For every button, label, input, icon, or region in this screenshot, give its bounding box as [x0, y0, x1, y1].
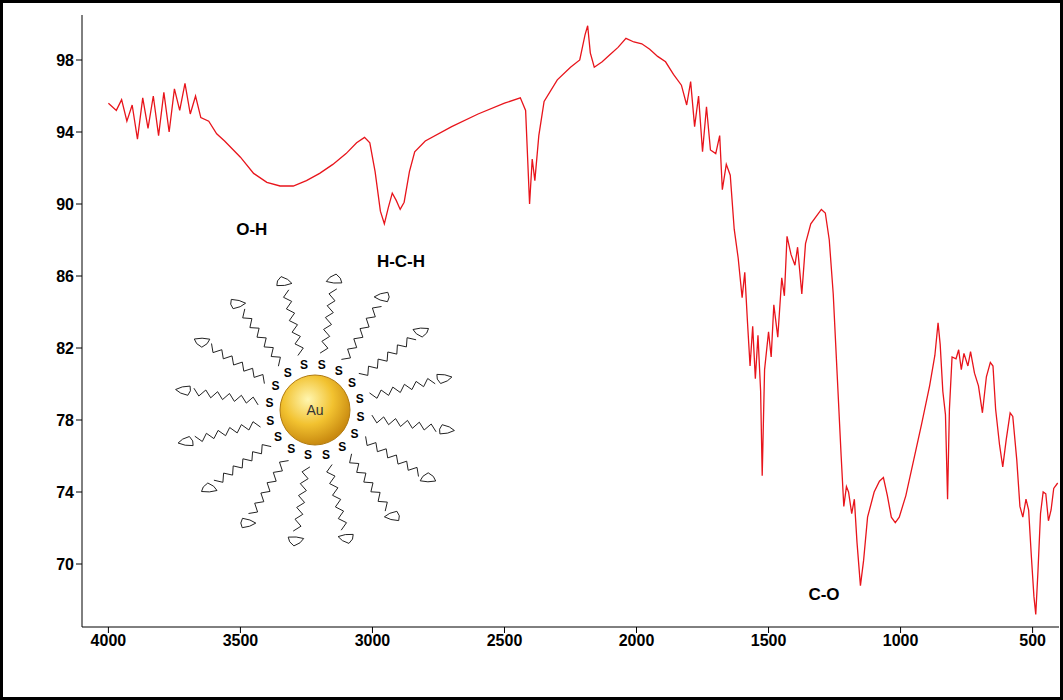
svg-text:82: 82: [56, 340, 74, 357]
svg-text:S: S: [304, 448, 312, 462]
svg-text:S: S: [348, 376, 356, 390]
svg-text:3000: 3000: [355, 632, 391, 649]
svg-text:S: S: [356, 392, 364, 406]
svg-text:S: S: [287, 442, 295, 456]
svg-text:1000: 1000: [883, 632, 919, 649]
svg-text:90: 90: [56, 196, 74, 213]
svg-text:78: 78: [56, 412, 74, 429]
svg-text:Au: Au: [306, 402, 323, 418]
svg-text:C-O: C-O: [808, 585, 839, 604]
svg-text:3500: 3500: [223, 632, 259, 649]
svg-text:94: 94: [56, 124, 74, 141]
svg-text:70: 70: [56, 556, 74, 573]
svg-text:S: S: [266, 414, 274, 428]
svg-text:S: S: [318, 358, 326, 372]
svg-text:2500: 2500: [487, 632, 523, 649]
svg-text:S: S: [338, 440, 346, 454]
svg-text:S: S: [322, 448, 330, 462]
svg-text:S: S: [350, 427, 358, 441]
svg-text:1500: 1500: [751, 632, 787, 649]
svg-text:H-C-H: H-C-H: [377, 252, 425, 271]
svg-text:S: S: [274, 430, 282, 444]
svg-text:500: 500: [1019, 632, 1046, 649]
svg-text:S: S: [335, 364, 343, 378]
svg-text:S: S: [284, 366, 292, 380]
svg-text:S: S: [356, 410, 364, 424]
svg-text:4000: 4000: [91, 632, 127, 649]
svg-text:S: S: [272, 379, 280, 393]
svg-text:98: 98: [56, 52, 74, 69]
svg-text:S: S: [300, 358, 308, 372]
svg-text:74: 74: [56, 484, 74, 501]
svg-text:2000: 2000: [619, 632, 655, 649]
svg-text:S: S: [266, 396, 274, 410]
svg-text:86: 86: [56, 268, 74, 285]
svg-text:O-H: O-H: [236, 220, 267, 239]
